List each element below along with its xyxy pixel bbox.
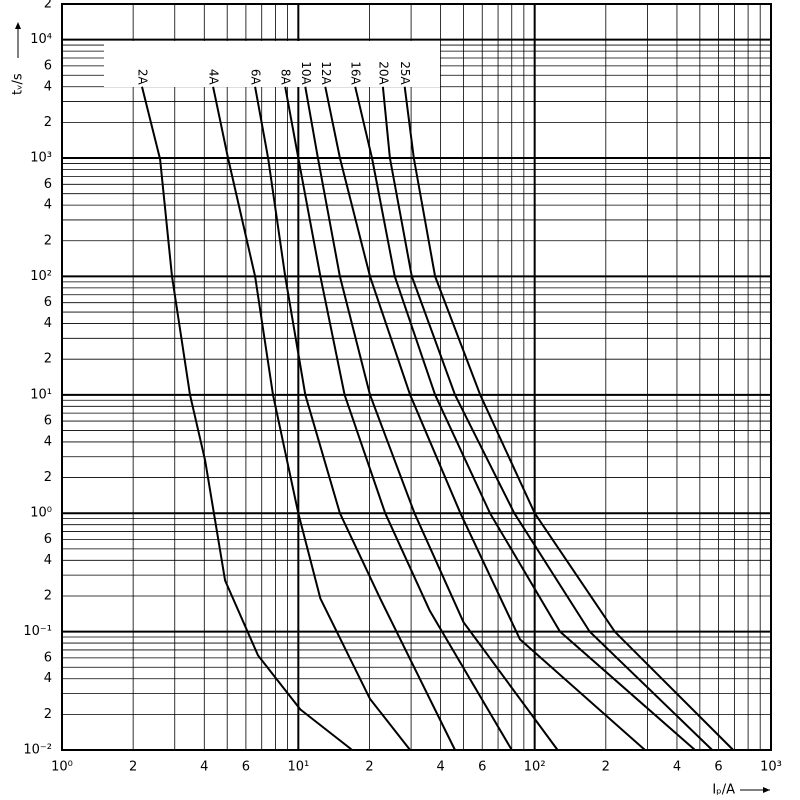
curve-label: 25A	[398, 61, 412, 85]
y-tick-label: 4	[44, 79, 52, 94]
y-tick-label: 4	[44, 434, 52, 449]
x-tick-label: 4	[673, 760, 681, 775]
x-tick-label: 10²	[524, 760, 546, 775]
fuse-curve	[141, 86, 353, 751]
x-tick-label: 2	[365, 760, 373, 775]
y-axis-label: tᵥ/s	[11, 73, 26, 95]
fuse-curve	[254, 86, 456, 751]
x-tick-label: 10⁰	[51, 760, 73, 775]
curve-label: 2A	[135, 69, 149, 86]
curve-label: 8A	[279, 69, 293, 86]
fuse-curve	[403, 86, 734, 751]
y-tick-label: 6	[44, 177, 52, 192]
plot-frame	[61, 3, 772, 751]
y-tick-label: 10²	[30, 269, 52, 284]
y-tick-label: 4	[44, 316, 52, 331]
fuse-curve	[381, 86, 713, 751]
y-tick-label: 6	[44, 295, 52, 310]
x-tick-label: 6	[478, 760, 486, 775]
curve-label: 10A	[299, 61, 313, 85]
fuse-curve	[324, 86, 646, 751]
y-tick-label: 10¹	[30, 387, 52, 402]
y-tick-label: 4	[44, 671, 52, 686]
y-tick-label: 2	[44, 588, 52, 603]
y-tick-label: 10⁻¹	[23, 624, 52, 639]
y-tick-label: 6	[44, 650, 52, 665]
y-tick-label: 2	[44, 707, 52, 722]
curve-label: 12A	[319, 61, 333, 85]
x-axis-arrowhead	[763, 787, 770, 793]
y-tick-label: 10⁴	[30, 32, 52, 47]
y-tick-label: 2	[44, 352, 52, 367]
curve-label: 20A	[376, 61, 390, 85]
x-tick-label: 4	[436, 760, 444, 775]
curve-label: 4A	[207, 69, 221, 86]
y-tick-label: 10³	[30, 151, 52, 166]
y-tick-label: 6	[44, 414, 52, 429]
x-tick-label: 2	[129, 760, 137, 775]
y-tick-label: 4	[44, 198, 52, 213]
y-tick-label: 2	[44, 470, 52, 485]
y-tick-label: 4	[44, 553, 52, 568]
y-tick-label: 6	[44, 532, 52, 547]
curve-label: 16A	[349, 61, 363, 85]
x-tick-label: 4	[200, 760, 208, 775]
curves: 2A 4A 6A 8A 10A 12A 16A 20A 25A	[135, 61, 734, 751]
x-axis-label: Iₚ/A	[712, 783, 735, 798]
x-tick-label: 10³	[760, 760, 782, 775]
y-tick-label: 6	[44, 58, 52, 73]
y-axis-arrowhead	[15, 22, 21, 29]
x-tick-label: 2	[602, 760, 610, 775]
x-tick-label: 10¹	[287, 760, 309, 775]
fuse-curve	[212, 86, 411, 751]
curve-label: 6A	[249, 69, 263, 86]
x-tick-label: 6	[242, 760, 250, 775]
label-box	[104, 41, 440, 87]
fuse-curve	[284, 86, 513, 751]
fuse-curve	[354, 86, 696, 751]
x-tick-label: 6	[714, 760, 722, 775]
y-tick-label: 2	[44, 115, 52, 130]
y-tick-label: 10⁰	[30, 506, 52, 521]
y-tick-label: 2	[44, 0, 52, 12]
y-tick-label: 10⁻²	[23, 743, 52, 758]
y-tick-label: 2	[44, 233, 52, 248]
fuse-curve	[304, 86, 559, 751]
